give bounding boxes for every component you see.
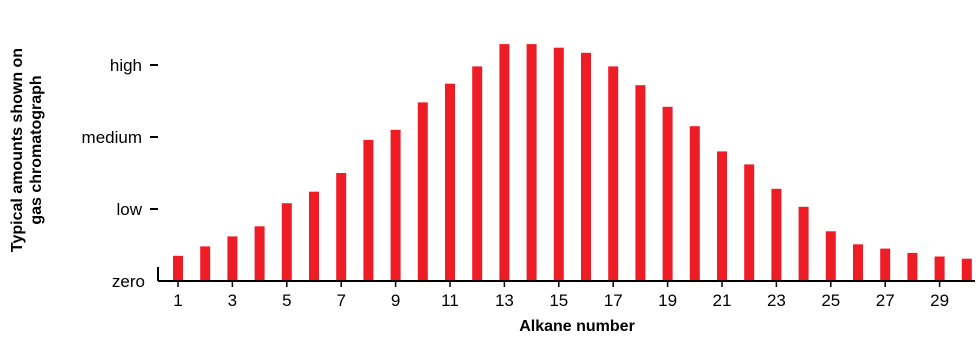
bar-alkane-28: [907, 252, 918, 281]
bar-alkane-16: [581, 52, 591, 281]
bar-alkane-20: [689, 126, 700, 281]
bar-alkane-1: [173, 255, 183, 281]
bar-alkane-4: [254, 226, 265, 281]
x-axis-title: Alkane number: [519, 318, 635, 335]
bar-alkane-18: [635, 85, 646, 281]
x-tick-label-3: 3: [228, 291, 237, 310]
bar-alkane-29: [934, 256, 945, 281]
bar-alkane-25: [825, 231, 836, 281]
bar-alkane-8: [363, 139, 374, 281]
x-tick-label-29: 29: [930, 291, 949, 310]
bar-alkane-12: [472, 66, 483, 282]
bar-alkane-23: [771, 188, 782, 281]
y-axis-title-line-2: gas chromatograph: [28, 75, 45, 224]
x-tick-label-27: 27: [876, 291, 895, 310]
x-tick-label-17: 17: [604, 291, 623, 310]
bar-alkane-5: [281, 203, 292, 281]
labels-group: 1 3 5 7 9 11 13 15 17 19 21 23 25 27 29zerolowmediumhi…: [9, 48, 949, 335]
y-tick-label-low: low: [116, 200, 142, 219]
bar-alkane-3: [227, 236, 238, 281]
x-tick-label-13: 13: [495, 291, 514, 310]
bar-alkane-27: [880, 248, 891, 281]
x-tick-label-1: 1: [173, 291, 182, 310]
bar-alkane-14: [526, 44, 537, 281]
x-tick-label-7: 7: [336, 291, 345, 310]
y-tick-label-zero: zero: [112, 272, 145, 291]
bar-alkane-13: [499, 44, 510, 281]
bars-group: [173, 44, 972, 282]
x-tick-label-21: 21: [713, 291, 732, 310]
x-tick-label-5: 5: [282, 291, 291, 310]
bar-alkane-21: [717, 151, 727, 281]
bar-alkane-24: [798, 206, 809, 281]
x-tick-label-23: 23: [767, 291, 786, 310]
x-tick-label-25: 25: [821, 291, 840, 310]
bar-alkane-26: [853, 244, 863, 281]
x-tick-label-19: 19: [658, 291, 677, 310]
bar-alkane-30: [961, 258, 972, 281]
bar-alkane-17: [608, 66, 619, 282]
bar-alkane-10: [417, 102, 428, 282]
y-tick-label-medium: medium: [82, 128, 142, 147]
y-axis-title-line-1: Typical amounts shown on: [9, 48, 26, 252]
bar-alkane-22: [744, 164, 755, 281]
bar-alkane-2: [200, 246, 211, 281]
x-tick-label-15: 15: [549, 291, 568, 310]
bar-alkane-19: [662, 106, 673, 281]
y-axis-title: Typical amounts shown on gas chromatograp…: [9, 48, 45, 252]
axes-group: [150, 64, 975, 287]
bar-alkane-15: [553, 47, 564, 282]
x-tick-label-11: 11: [441, 291, 459, 310]
bar-alkane-6: [309, 191, 319, 281]
bar-alkane-9: [390, 129, 401, 281]
bar-alkane-7: [336, 173, 347, 281]
y-tick-label-high: high: [110, 56, 142, 75]
x-tick-label-9: 9: [391, 291, 400, 310]
bar-alkane-11: [445, 83, 455, 281]
